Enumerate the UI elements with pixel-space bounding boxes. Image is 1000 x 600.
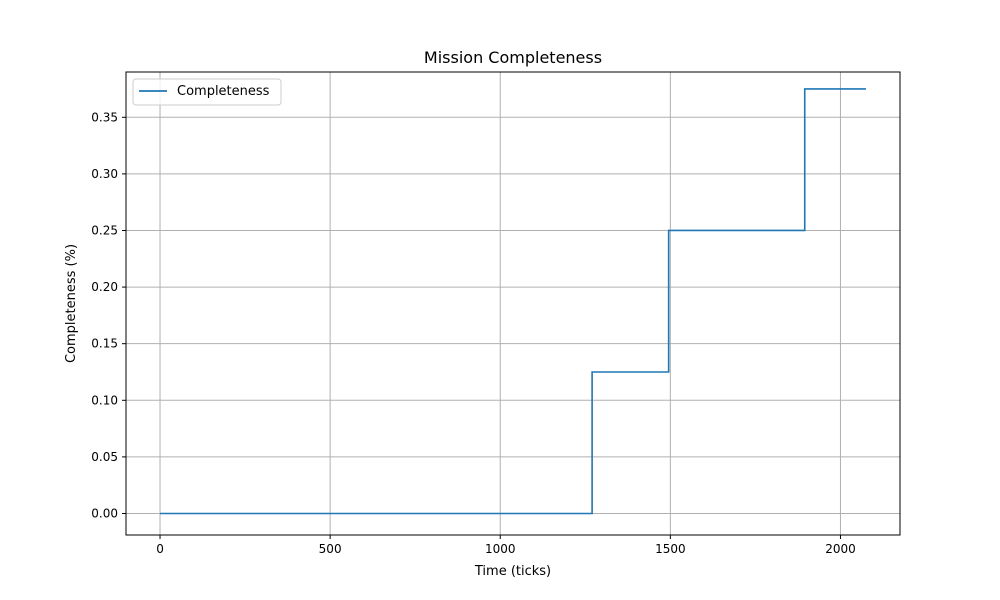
- x-axis-label: Time (ticks): [474, 564, 551, 579]
- x-tick-label: 1000: [485, 542, 516, 556]
- legend: Completeness: [132, 78, 282, 106]
- y-tick-label: 0.00: [91, 506, 118, 520]
- y-axis-ticks: 0.00 0.05 0.10 0.15 0.20 0.25 0.30 0.35: [91, 110, 126, 520]
- y-tick-label: 0.25: [91, 223, 118, 237]
- y-tick-label: 0.20: [91, 280, 118, 294]
- legend-label-completeness: Completeness: [177, 84, 270, 99]
- x-tick-label: 500: [319, 542, 342, 556]
- plot-area-frame: [125, 71, 901, 536]
- x-tick-label: 2000: [825, 542, 856, 556]
- y-tick-label: 0.35: [91, 110, 118, 124]
- series-layer: [160, 88, 866, 515]
- y-axis-label: Completeness (%): [64, 244, 79, 363]
- x-tick-label: 1500: [655, 542, 686, 556]
- x-axis-ticks: 0 500 1000 1500 2000: [156, 535, 856, 556]
- y-tick-label: 0.10: [91, 393, 118, 407]
- y-tick-label: 0.05: [91, 450, 118, 464]
- y-tick-label: 0.30: [91, 167, 118, 181]
- x-tick-label: 0: [156, 542, 164, 556]
- y-tick-label: 0.15: [91, 337, 118, 351]
- chart-title: Mission Completeness: [424, 48, 602, 67]
- legend-box: [132, 78, 282, 106]
- series-line-completeness: [160, 88, 866, 515]
